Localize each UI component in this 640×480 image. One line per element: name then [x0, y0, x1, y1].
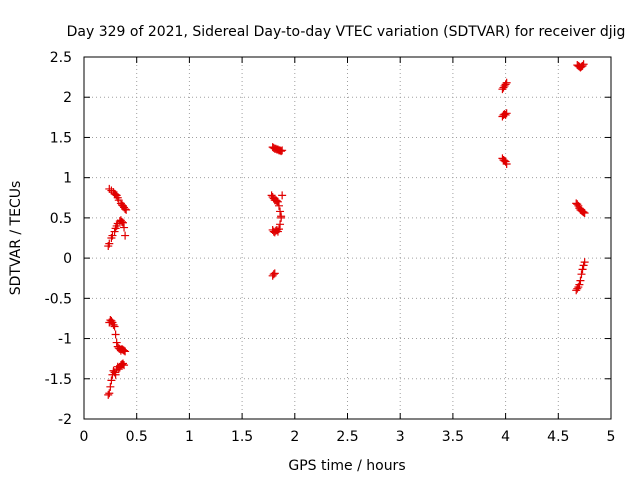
data-point — [110, 322, 119, 331]
data-point — [104, 390, 113, 399]
data-point — [580, 209, 589, 218]
data-point — [120, 223, 129, 232]
data-point — [108, 231, 117, 240]
x-tick-label: 0 — [80, 429, 89, 445]
data-point — [577, 270, 586, 279]
y-tick-label: 1.5 — [50, 130, 72, 146]
data-point — [501, 110, 510, 119]
y-tick-label: 2 — [63, 90, 72, 106]
data-point — [274, 201, 283, 210]
x-tick-label: 3.5 — [442, 429, 464, 445]
data-point — [573, 284, 582, 293]
data-point — [272, 196, 281, 205]
x-tick-label: 1 — [185, 429, 194, 445]
data-point — [269, 270, 278, 279]
x-tick-label: 4 — [501, 429, 510, 445]
y-tick-label: -1.5 — [45, 372, 72, 388]
data-point — [111, 330, 120, 339]
data-point — [502, 78, 511, 87]
data-point — [118, 218, 127, 227]
data-point — [277, 212, 286, 221]
data-point — [276, 207, 285, 216]
data-point — [118, 359, 127, 368]
data-point — [105, 239, 114, 248]
data-point — [278, 146, 287, 155]
data-point — [277, 147, 286, 156]
y-tick-label: 0 — [63, 251, 72, 267]
x-tick-label: 0.5 — [126, 429, 148, 445]
x-tick-label: 2.5 — [336, 429, 358, 445]
data-point — [120, 361, 129, 370]
data-point — [274, 225, 283, 234]
data-point — [122, 205, 131, 214]
data-point — [578, 265, 587, 274]
y-tick-label: 2.5 — [50, 50, 72, 66]
data-point — [107, 316, 116, 325]
data-point — [117, 217, 126, 226]
y-tick-label: -1 — [58, 332, 72, 348]
y-tick-label: -0.5 — [45, 291, 72, 307]
x-tick-label: 3 — [396, 429, 405, 445]
data-point — [270, 269, 279, 278]
data-point — [121, 347, 130, 356]
data-point — [114, 365, 123, 374]
y-tick-label: 1 — [63, 171, 72, 187]
data-point — [111, 370, 120, 379]
data-point — [580, 258, 589, 267]
data-point — [502, 109, 511, 118]
y-axis-label: SDTVAR / TECUs — [8, 181, 24, 296]
data-point — [273, 197, 282, 206]
data-point — [573, 200, 582, 209]
data-point — [501, 80, 510, 89]
chart-title: Day 329 of 2021, Sidereal Day-to-day VTE… — [67, 24, 626, 40]
data-point — [576, 276, 585, 285]
data-point — [121, 205, 130, 214]
data-point — [106, 382, 115, 391]
data-point — [278, 191, 287, 200]
data-point — [121, 231, 130, 240]
axis-ticks — [83, 56, 612, 420]
x-axis-label: GPS time / hours — [288, 458, 405, 474]
y-tick-label: 0.5 — [50, 211, 72, 227]
data-point — [112, 338, 121, 347]
x-tick-label: 2 — [290, 429, 299, 445]
data-point — [578, 61, 587, 70]
data-point — [276, 220, 285, 229]
axis-tick-labels: 0 0.5 1 1.5 2 2.5 3 3.5 4 4.5 5 -2 -1.5 -1 -0.5 0 0.5 1 1.… — [45, 50, 616, 445]
data-point — [105, 389, 114, 398]
grid-lines — [84, 57, 611, 419]
y-tick-label: -2 — [58, 412, 72, 428]
data-points — [104, 60, 589, 399]
data-point — [579, 60, 588, 69]
data-point — [579, 208, 588, 217]
data-point — [107, 376, 116, 385]
data-point — [109, 320, 118, 329]
data-point — [575, 280, 584, 289]
data-point — [502, 159, 511, 168]
data-point — [120, 346, 129, 355]
x-tick-label: 5 — [607, 429, 616, 445]
x-tick-label: 4.5 — [547, 429, 569, 445]
x-tick-label: 1.5 — [231, 429, 253, 445]
